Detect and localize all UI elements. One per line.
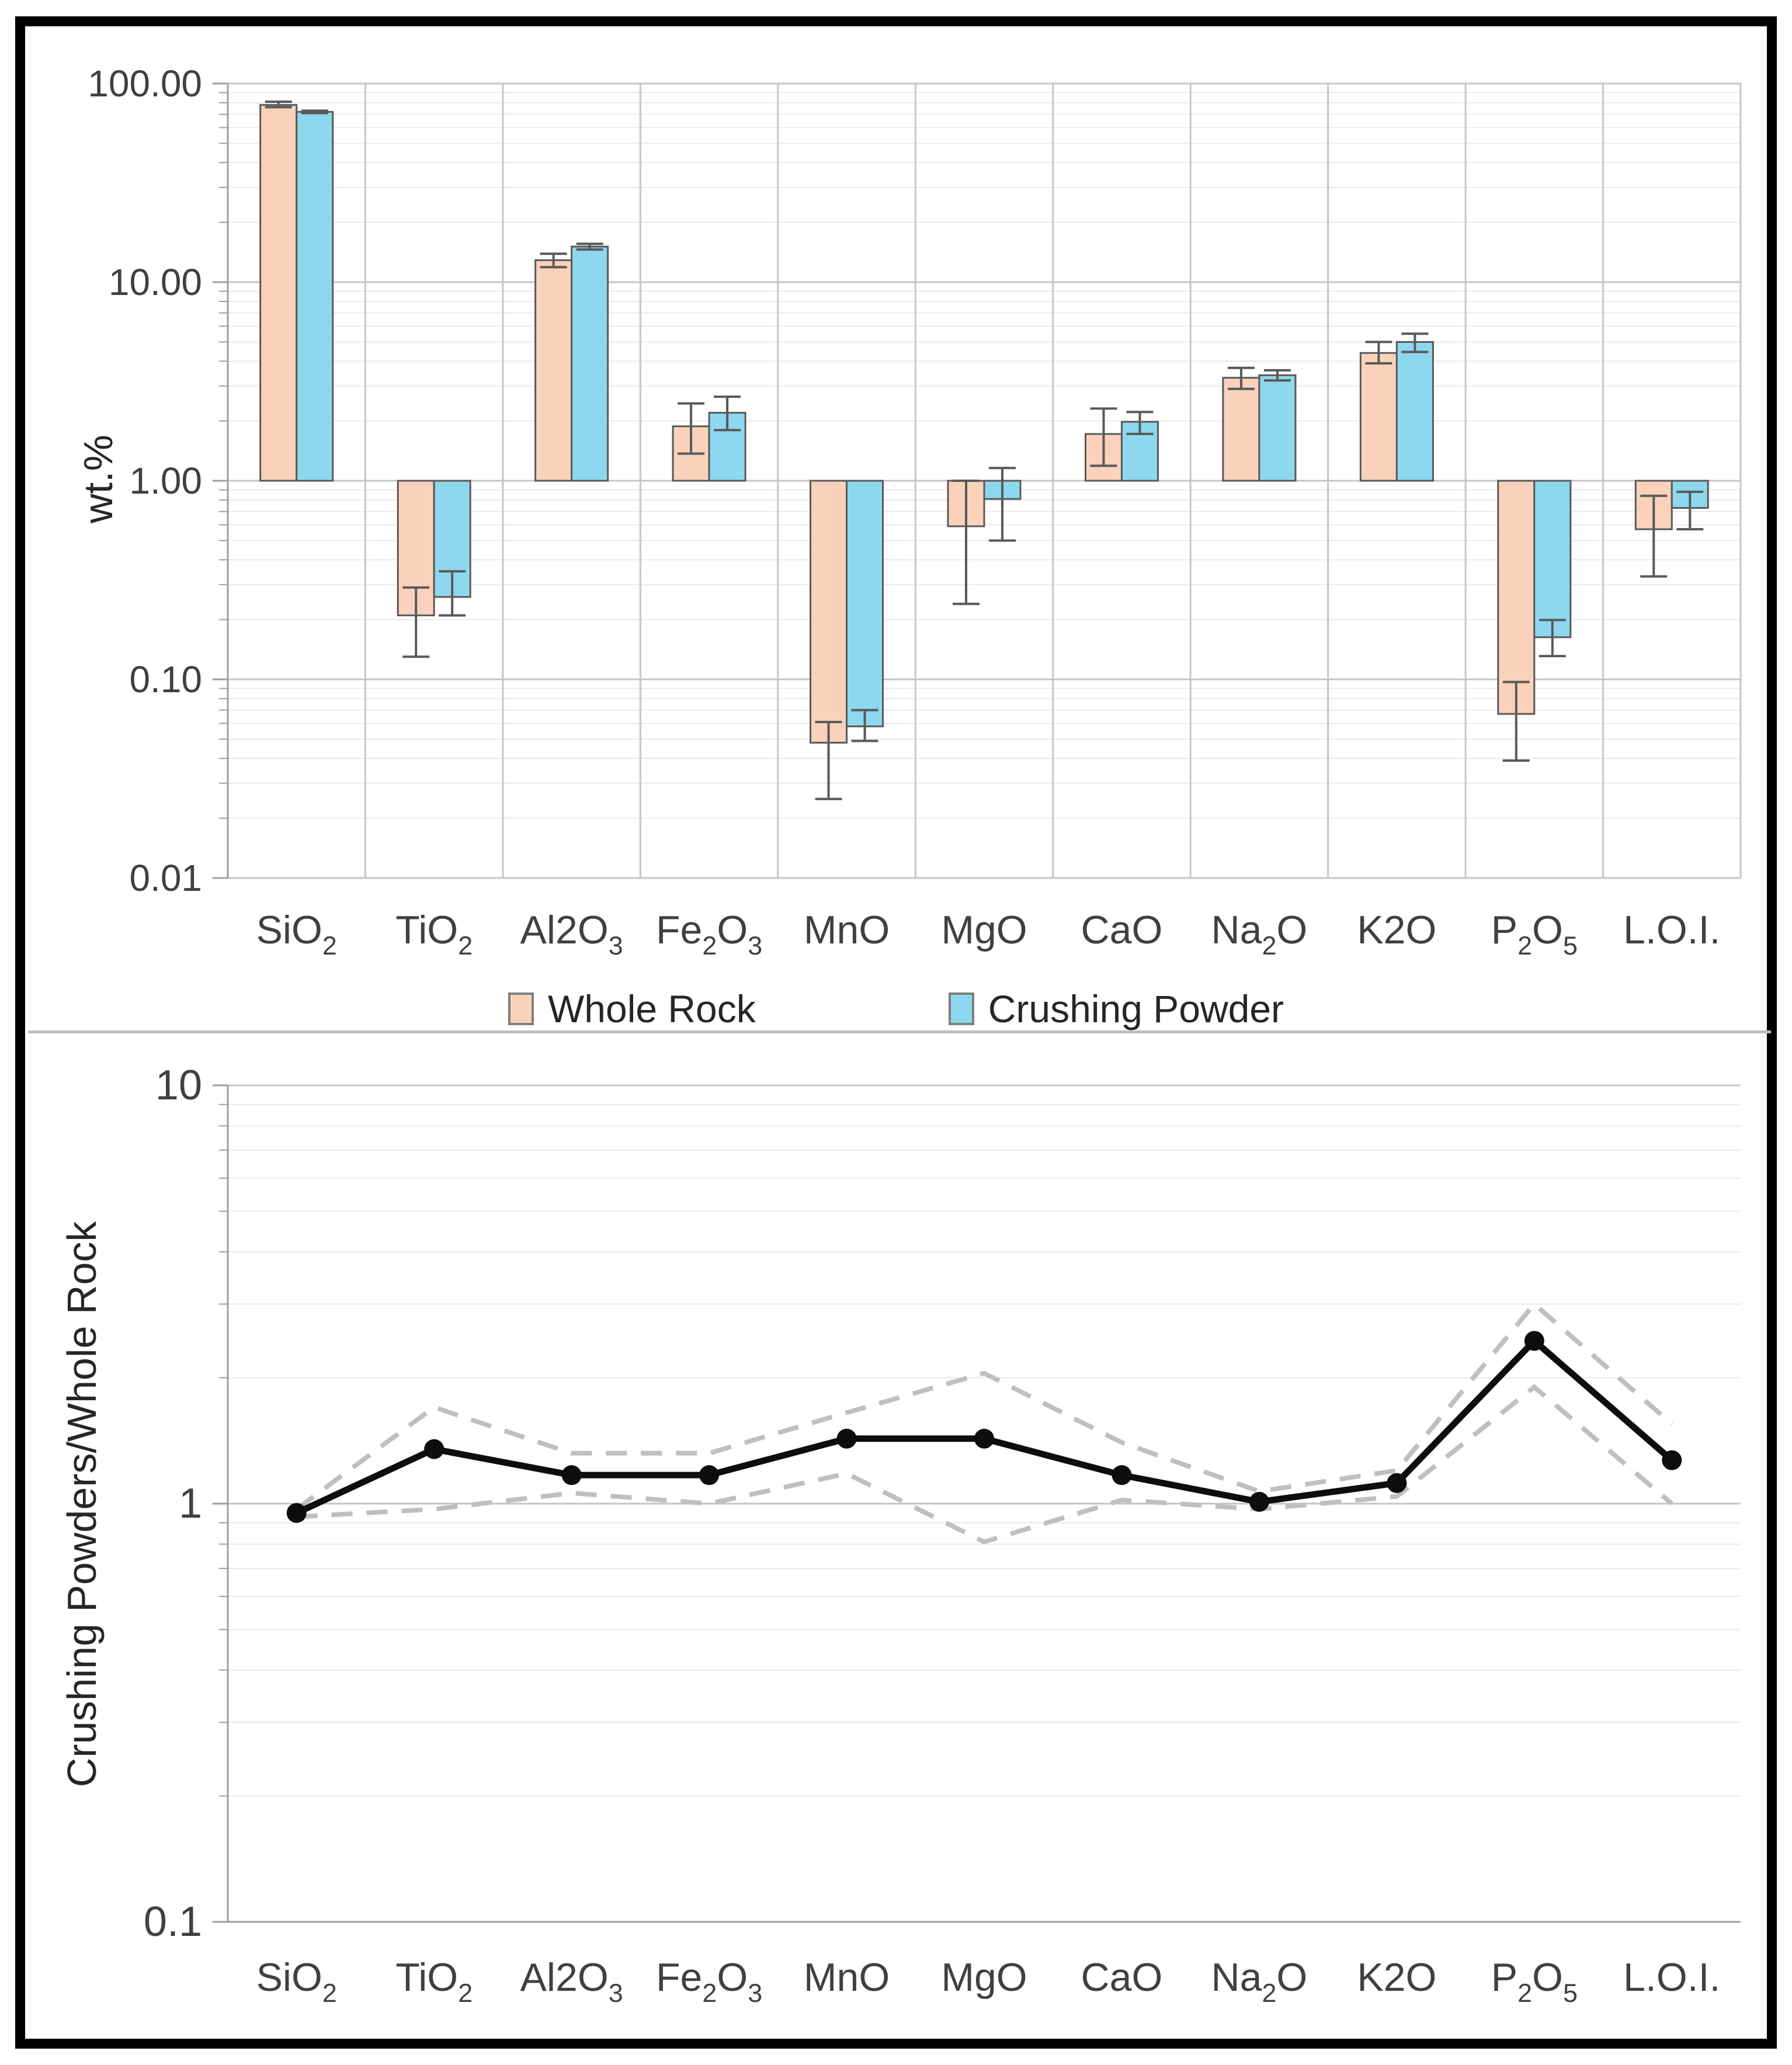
- x-category-label: Fe2O3: [656, 1955, 762, 2008]
- x-category-label: SiO2: [256, 908, 337, 960]
- ratio-marker: [836, 1428, 857, 1449]
- y-tick-label: 1: [179, 1480, 202, 1527]
- legend: Whole Rock Crushing Powder: [0, 983, 1792, 1035]
- ratio-marker: [1524, 1331, 1544, 1351]
- x-category-label: L.O.I.: [1623, 908, 1720, 952]
- y-tick-label: 100.00: [88, 63, 202, 105]
- x-category-label: Al2O3: [520, 908, 623, 960]
- legend-item-whole-rock: Whole Rock: [508, 987, 756, 1031]
- y-tick-label: 10: [155, 1062, 202, 1109]
- x-category-label: K2O: [1357, 1955, 1436, 2000]
- ratio-marker: [424, 1439, 444, 1459]
- error-bars-crushing-powder: [301, 109, 1704, 742]
- bar: [1533, 480, 1572, 638]
- y-tick-label: 0.01: [129, 857, 202, 899]
- bar: [296, 111, 334, 482]
- bar: [1222, 377, 1260, 482]
- x-category-label: TiO2: [395, 1955, 473, 2008]
- bar: [846, 480, 884, 727]
- crushing-powder-swatch-icon: [948, 992, 974, 1025]
- bar: [259, 104, 298, 482]
- upper-bound-line: [295, 1300, 1673, 1511]
- ratio-line: [295, 1336, 1674, 1516]
- lower-bound-line: [296, 1384, 1673, 1545]
- x-category-label: K2O: [1357, 908, 1436, 952]
- x-category-label: TiO2: [395, 908, 473, 960]
- legend-item-crushing-powder: Crushing Powder: [948, 987, 1284, 1031]
- x-category-label: L.O.I.: [1623, 1955, 1720, 2000]
- x-category-label: SiO2: [256, 1955, 337, 2008]
- bar: [1258, 374, 1297, 482]
- x-category-label: MgO: [941, 908, 1027, 952]
- ratio-marker: [1112, 1465, 1132, 1486]
- ratio-marker: [974, 1428, 994, 1449]
- ratio-line-chart-panel: 10 1 0.1 SiO2 TiO2 Al2O3 Fe2O3 MnO MgO CaO Na2O K2O…: [144, 1062, 1741, 2008]
- bar: [534, 259, 573, 482]
- line-chart-y-axis-title: Crushing Powders/Whole Rock: [59, 1221, 105, 1788]
- x-category-label: MnO: [804, 908, 890, 952]
- x-category-label: Na2O: [1211, 1955, 1308, 2008]
- x-category-label: P2O5: [1491, 908, 1578, 960]
- bar-chart-y-axis-title: wt.%: [75, 435, 121, 523]
- x-category-label: P2O5: [1491, 1955, 1578, 2008]
- ratio-marker: [1387, 1473, 1407, 1493]
- bar-chart-panel: 100.00 10.00 1.00 0.10 0.01 SiO2 TiO2 Al2O3 Fe2O…: [88, 63, 1742, 960]
- ratio-marker: [286, 1502, 307, 1523]
- legend-label-crushing-powder: Crushing Powder: [988, 987, 1284, 1030]
- whole-rock-swatch-icon: [508, 992, 534, 1025]
- x-category-label: MgO: [941, 1955, 1027, 2000]
- bar: [571, 245, 609, 482]
- panel-divider: [28, 1030, 1771, 1033]
- y-tick-label: 0.1: [144, 1899, 202, 1945]
- x-category-label: MnO: [804, 1955, 890, 2000]
- y-tick-label: 0.10: [129, 658, 202, 700]
- ratio-marker: [1249, 1491, 1269, 1512]
- bars-crushing-powder: [296, 111, 1709, 727]
- x-category-label: Na2O: [1211, 908, 1308, 960]
- x-category-label: CaO: [1081, 908, 1163, 952]
- x-category-label: Al2O3: [520, 1955, 623, 2008]
- ratio-marker: [561, 1465, 582, 1486]
- legend-label-whole-rock: Whole Rock: [547, 987, 756, 1030]
- ratio-marker: [699, 1465, 720, 1486]
- y-tick-label: 1.00: [129, 460, 202, 502]
- error-bars-whole-rock: [265, 100, 1668, 800]
- x-category-label: CaO: [1081, 1955, 1163, 2000]
- bar: [1359, 352, 1398, 482]
- bars-whole-rock: [259, 104, 1673, 744]
- bar: [1395, 341, 1434, 482]
- y-tick-label: 10.00: [109, 261, 202, 303]
- ratio-marker: [1662, 1450, 1682, 1470]
- bar: [1497, 480, 1536, 715]
- bar: [810, 480, 848, 744]
- x-category-label: Fe2O3: [656, 908, 762, 960]
